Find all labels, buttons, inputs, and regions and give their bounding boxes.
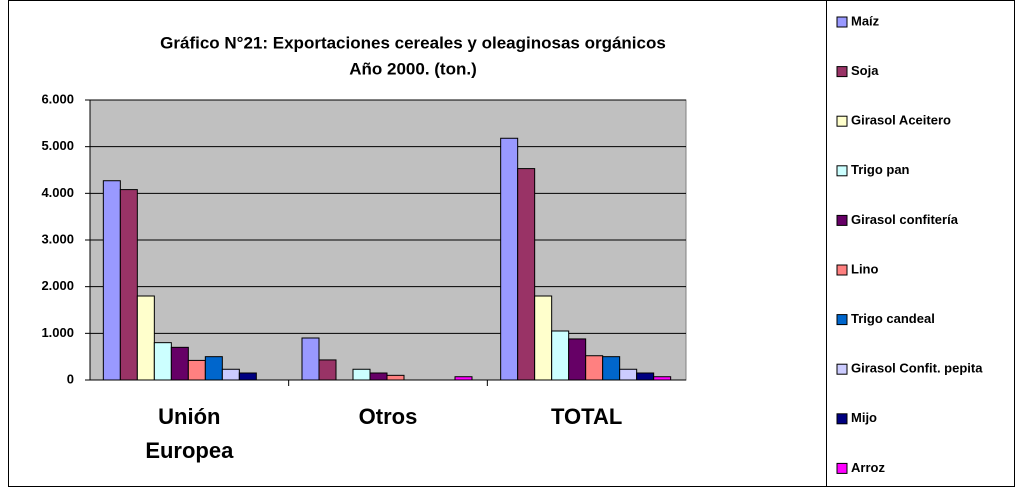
- legend-swatch: [836, 314, 848, 326]
- legend-swatch: [836, 66, 848, 78]
- x-tick-label: Unión Europea: [145, 404, 234, 463]
- legend-label: Girasol confitería: [851, 212, 959, 227]
- bar: [585, 355, 604, 381]
- chart-title: Gráfico N°21: Exportaciones cereales y o…: [160, 33, 666, 52]
- legend-label: Trigo pan: [851, 162, 910, 177]
- bar: [551, 330, 570, 381]
- legend-label: Girasol Aceitero: [851, 113, 951, 128]
- y-tick-label: 4.000: [41, 185, 74, 200]
- y-tick-label: 6.000: [41, 91, 74, 106]
- legend-label: Lino: [851, 261, 878, 276]
- legend-label: Trigo candeal: [851, 311, 935, 326]
- bar: [386, 374, 405, 381]
- legend-label: Mijo: [851, 410, 877, 425]
- legend-swatch: [836, 363, 848, 375]
- bar: [136, 295, 155, 381]
- bar: [636, 372, 655, 381]
- bar: [238, 372, 257, 381]
- x-tick-label: TOTAL: [551, 404, 622, 429]
- legend-border: [826, 0, 1015, 487]
- bar: [204, 356, 223, 381]
- bar: [153, 342, 172, 381]
- bar: [653, 376, 672, 381]
- y-tick-label: 3.000: [41, 231, 74, 246]
- y-tick-label: 0: [67, 371, 74, 386]
- bar: [454, 376, 473, 381]
- legend-swatch: [836, 165, 848, 177]
- legend-swatch: [836, 214, 848, 226]
- legend-swatch: [836, 115, 848, 127]
- legend-label: Arroz: [851, 460, 885, 475]
- chart-subtitle: Año 2000. (ton.): [349, 59, 477, 78]
- y-tick-label: 1.000: [41, 325, 74, 340]
- bar: [602, 356, 621, 381]
- bar: [119, 189, 138, 381]
- bar: [369, 372, 388, 381]
- bar: [221, 368, 240, 381]
- bar: [619, 368, 638, 381]
- x-tick-label: Otros: [359, 404, 418, 429]
- legend-label: Soja: [851, 63, 879, 78]
- y-tick-label: 2.000: [41, 278, 74, 293]
- legend-swatch: [836, 413, 848, 425]
- legend-swatch: [836, 264, 848, 276]
- bar: [517, 168, 536, 381]
- legend-label: Maíz: [851, 13, 880, 28]
- y-tick-label: 5.000: [41, 138, 74, 153]
- bar: [301, 337, 320, 381]
- bar: [318, 359, 337, 381]
- bar: [500, 137, 519, 381]
- bar: [187, 359, 206, 381]
- legend-label: Girasol Confit. pepita: [851, 361, 983, 376]
- bar: [102, 180, 121, 381]
- legend-swatch: [836, 16, 848, 28]
- bar: [534, 295, 553, 381]
- bar: [352, 368, 371, 381]
- legend-swatch: [836, 462, 848, 474]
- bar: [568, 338, 587, 381]
- bar: [170, 346, 189, 381]
